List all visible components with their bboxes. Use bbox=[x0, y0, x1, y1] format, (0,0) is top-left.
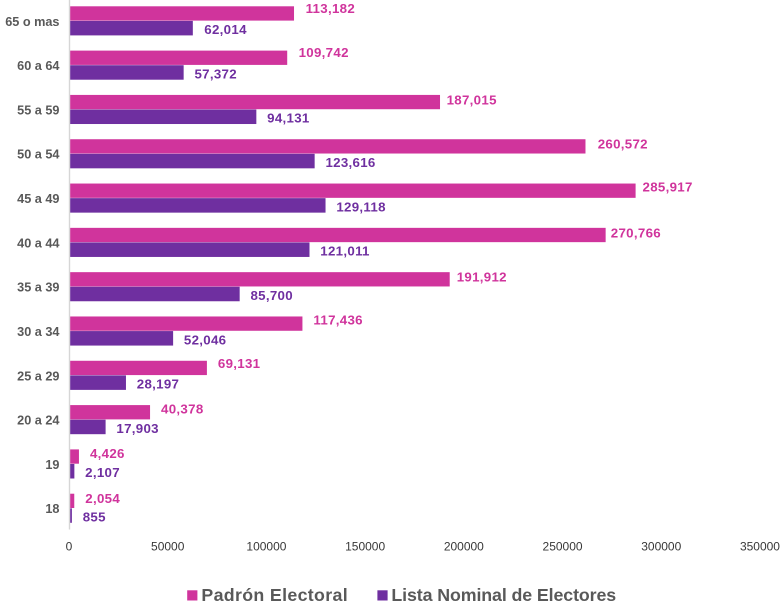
svg-text:17,903: 17,903 bbox=[116, 421, 158, 436]
svg-text:20 a 24: 20 a 24 bbox=[17, 414, 59, 428]
svg-text:350000: 350000 bbox=[740, 539, 780, 553]
svg-text:85,700: 85,700 bbox=[250, 288, 292, 303]
svg-text:50000: 50000 bbox=[151, 539, 185, 553]
svg-text:55 a 59: 55 a 59 bbox=[17, 103, 59, 117]
svg-text:260,572: 260,572 bbox=[598, 136, 648, 151]
svg-text:113,182: 113,182 bbox=[306, 1, 355, 16]
svg-text:121,011: 121,011 bbox=[320, 244, 370, 259]
svg-text:28,197: 28,197 bbox=[137, 377, 179, 392]
svg-text:2,107: 2,107 bbox=[85, 465, 120, 480]
svg-text:Lista Nominal de Electores: Lista Nominal de Electores bbox=[391, 585, 616, 603]
svg-text:300000: 300000 bbox=[641, 539, 681, 553]
svg-text:60 a 64: 60 a 64 bbox=[17, 59, 59, 73]
svg-text:4,426: 4,426 bbox=[90, 446, 125, 461]
svg-text:62,014: 62,014 bbox=[204, 22, 247, 37]
svg-text:123,616: 123,616 bbox=[325, 155, 375, 170]
svg-text:Padrón Electoral: Padrón Electoral bbox=[201, 585, 348, 603]
svg-text:25 a 29: 25 a 29 bbox=[17, 369, 59, 383]
svg-text:109,742: 109,742 bbox=[299, 45, 349, 60]
svg-text:19: 19 bbox=[45, 458, 59, 472]
svg-text:40,378: 40,378 bbox=[161, 402, 203, 417]
svg-text:2,054: 2,054 bbox=[85, 491, 120, 506]
svg-text:270,766: 270,766 bbox=[611, 225, 661, 240]
svg-text:285,917: 285,917 bbox=[643, 180, 693, 195]
svg-text:855: 855 bbox=[83, 510, 106, 525]
svg-text:30 a 34: 30 a 34 bbox=[17, 325, 59, 339]
svg-text:200000: 200000 bbox=[444, 539, 484, 553]
svg-text:57,372: 57,372 bbox=[194, 66, 236, 81]
svg-text:150000: 150000 bbox=[345, 539, 385, 553]
svg-text:40 a 44: 40 a 44 bbox=[17, 236, 59, 250]
svg-text:18: 18 bbox=[45, 502, 59, 516]
svg-text:191,912: 191,912 bbox=[457, 269, 507, 284]
svg-text:69,131: 69,131 bbox=[218, 356, 261, 371]
svg-text:250000: 250000 bbox=[543, 539, 583, 553]
svg-text:0: 0 bbox=[66, 539, 73, 553]
svg-text:52,046: 52,046 bbox=[184, 332, 226, 347]
svg-text:94,131: 94,131 bbox=[267, 111, 310, 126]
svg-text:117,436: 117,436 bbox=[313, 312, 362, 327]
svg-text:187,015: 187,015 bbox=[447, 92, 497, 107]
svg-text:45 a 49: 45 a 49 bbox=[17, 192, 59, 206]
svg-text:100000: 100000 bbox=[246, 539, 286, 553]
svg-text:129,118: 129,118 bbox=[336, 199, 385, 214]
svg-text:65 o mas: 65 o mas bbox=[5, 15, 59, 29]
svg-text:35 a 39: 35 a 39 bbox=[17, 281, 59, 295]
svg-text:50 a 54: 50 a 54 bbox=[17, 148, 59, 162]
